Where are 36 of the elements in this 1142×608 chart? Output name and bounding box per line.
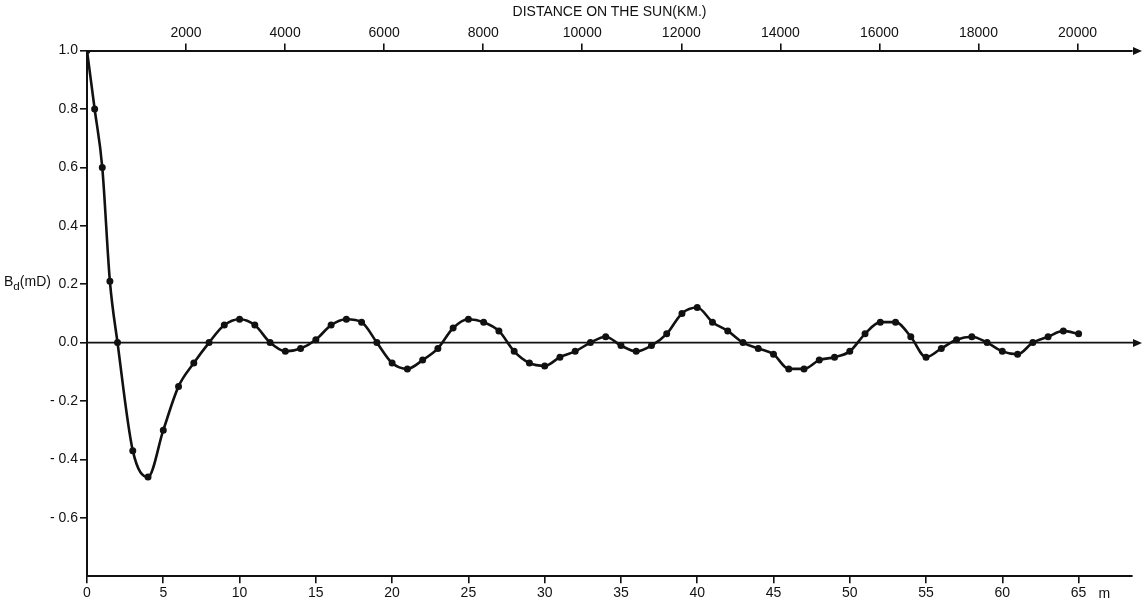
y-tick-label: 0.0 [58,333,79,350]
x-tick-label: 10 [231,584,248,601]
x-tick-label: 35 [613,584,629,601]
x-tick-label: 55 [918,584,935,601]
y-tick-label: - 0.6 [50,508,79,525]
x2-tick-label: 14000 [760,24,801,41]
x2-tick-label: 6000 [368,24,400,41]
x-tick-label: 15 [308,584,324,601]
x2-tick-label: 18000 [959,24,999,41]
x2-tick-label: 10000 [562,24,602,41]
y-tick-label: - 0.4 [50,450,79,467]
x-tick-label: 30 [536,584,553,601]
x-tick-label: 20 [384,584,401,601]
x-tick-label: 40 [689,584,706,601]
x2-tick-label: 4000 [269,24,301,41]
x-tick-label: 50 [841,584,858,601]
y-tick-label: 0.6 [58,158,79,175]
y-tick-label: 0.2 [58,275,79,292]
x-tick-label: 65 [1070,584,1087,601]
x-tick-label: 45 [765,584,782,601]
x2-tick-label: 20000 [1058,24,1098,41]
x-tick-label: 0 [83,584,92,601]
x-tick-label: 25 [460,584,477,601]
x-tick-label: 60 [994,584,1011,601]
x2-axis-title: DISTANCE ON THE SUN(KM.) [512,3,707,20]
x2-tick-label: 2000 [170,24,202,41]
y-axis-title: B$_{d}$(mD) [4,273,51,293]
y-tick-label: - 0.2 [50,391,79,408]
x-axis-title: m [1098,585,1111,602]
y-tick-label: 1.0 [58,41,79,58]
y-tick-label: 0.4 [58,216,79,233]
y-tick-label: 0.8 [58,99,79,116]
x2-tick-label: 12000 [661,24,701,41]
x-tick-label: 5 [159,584,168,601]
x2-tick-label: 8000 [467,24,499,41]
x2-tick-label: 16000 [859,24,900,41]
